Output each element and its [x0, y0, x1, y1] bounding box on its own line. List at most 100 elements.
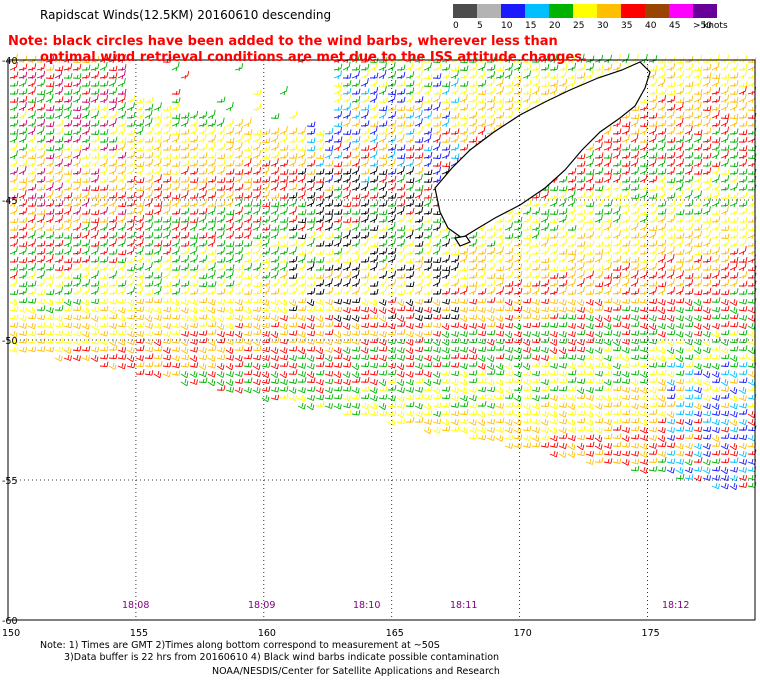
wind-barb	[702, 222, 711, 232]
wind-barb	[126, 176, 136, 184]
wind-barb	[261, 330, 271, 337]
wind-barb	[252, 314, 261, 322]
wind-barb	[387, 288, 397, 296]
wind-barb	[207, 321, 217, 328]
wind-barb	[360, 135, 370, 144]
wind-barb	[72, 278, 82, 288]
wind-barb	[585, 441, 595, 448]
wind-barb	[180, 207, 190, 216]
wind-barb	[657, 457, 667, 464]
wind-barb	[612, 239, 622, 248]
wind-barb	[261, 262, 271, 272]
wind-barb	[135, 314, 145, 321]
wind-barb	[324, 370, 334, 377]
wind-barb	[540, 279, 550, 288]
wind-barb	[180, 128, 190, 136]
wind-barb	[369, 330, 379, 337]
wind-barb	[648, 346, 658, 352]
wind-barb	[648, 126, 657, 136]
wind-barb	[702, 110, 711, 120]
wind-barb	[423, 133, 432, 144]
wind-barb	[684, 410, 694, 416]
wind-barb	[657, 253, 666, 264]
wind-barb	[63, 257, 73, 264]
wind-barb	[567, 354, 577, 360]
wind-barb	[729, 151, 739, 160]
wind-barb	[675, 354, 684, 363]
wind-barb	[549, 232, 559, 240]
wind-barb	[675, 394, 685, 401]
wind-barb	[594, 214, 603, 224]
wind-barb	[405, 159, 415, 168]
wind-barb	[153, 149, 162, 160]
wind-barb	[315, 361, 325, 368]
wind-barb	[702, 230, 711, 240]
wind-barb	[172, 176, 181, 184]
wind-barb	[540, 426, 549, 434]
wind-barb	[189, 143, 199, 152]
wind-barb	[360, 110, 369, 120]
wind-barb	[648, 369, 658, 376]
wind-barb	[639, 125, 648, 136]
wind-barb	[171, 270, 180, 280]
wind-barb	[495, 434, 504, 442]
wind-barb	[675, 426, 685, 432]
wind-barb	[405, 281, 415, 288]
wind-barb	[558, 64, 568, 72]
wind-barb	[522, 425, 532, 432]
wind-barb	[576, 338, 585, 346]
wind-barb	[531, 410, 541, 416]
wind-barb	[351, 263, 361, 272]
wind-barb	[711, 313, 721, 320]
wind-barb	[81, 110, 90, 120]
wind-barb	[135, 231, 145, 240]
wind-barb	[9, 128, 19, 136]
wind-barb	[711, 189, 720, 200]
wind-barb	[378, 255, 388, 264]
wind-barb	[711, 386, 721, 393]
wind-barb	[576, 361, 586, 368]
wind-barb	[27, 145, 37, 152]
wind-barb	[540, 298, 550, 305]
wind-barb	[648, 134, 657, 144]
wind-barb	[63, 354, 72, 361]
wind-barb	[576, 378, 586, 384]
wind-barb	[306, 354, 315, 362]
wind-barb	[108, 72, 118, 80]
wind-barb	[675, 378, 685, 385]
wind-barb	[306, 198, 315, 208]
wind-barb	[315, 322, 325, 328]
wind-barb	[603, 254, 613, 264]
wind-barb	[36, 298, 46, 305]
wind-barb	[396, 120, 406, 128]
wind-barb	[693, 279, 703, 288]
wind-barb	[72, 199, 82, 208]
scale-swatch	[645, 4, 669, 18]
wind-barb	[558, 70, 567, 80]
wind-barb	[387, 369, 397, 376]
wind-barb	[468, 306, 478, 312]
wind-barb	[351, 142, 361, 152]
wind-barb	[405, 257, 415, 264]
wind-barb	[621, 322, 630, 330]
wind-barb	[18, 95, 28, 104]
wind-barb	[54, 322, 64, 328]
wind-barb	[81, 102, 91, 112]
wind-barb	[414, 386, 424, 393]
wind-barb	[288, 279, 298, 288]
wind-barb	[396, 144, 406, 152]
wind-barb	[63, 246, 72, 256]
wind-barb	[460, 80, 469, 88]
wind-barb	[675, 232, 685, 240]
wind-barb	[342, 174, 352, 184]
wind-barb	[369, 142, 378, 152]
wind-barb	[468, 263, 478, 272]
wind-barb	[225, 182, 235, 192]
wind-barb	[198, 362, 207, 371]
wind-barb	[603, 272, 613, 280]
wind-barb	[603, 286, 612, 296]
wind-barb	[414, 298, 424, 305]
wind-barb	[90, 199, 100, 208]
wind-barb	[297, 362, 307, 369]
wind-barb	[225, 286, 234, 296]
